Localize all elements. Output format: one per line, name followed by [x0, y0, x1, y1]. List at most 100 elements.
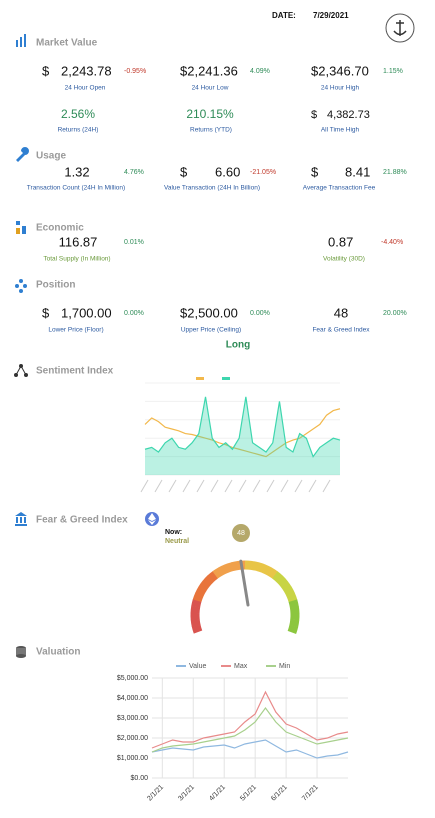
- section-icon: [16, 646, 26, 658]
- x-decor: [182, 479, 191, 493]
- sentiment-chart: [140, 377, 341, 493]
- gauge-arc: [202, 575, 214, 587]
- gauge: 48: [190, 524, 300, 634]
- gauge-arc: [280, 580, 292, 592]
- x-decor: [280, 479, 289, 493]
- x-tick-label: 3/1/21: [177, 784, 196, 803]
- change: 0.00%: [124, 310, 144, 317]
- line: [144, 396, 341, 458]
- label: 24 Hour Low: [192, 85, 229, 92]
- prefix: $: [42, 305, 50, 320]
- gauge-arc: [191, 599, 202, 608]
- section-icon: [16, 147, 29, 162]
- section-title: Usage: [36, 151, 66, 162]
- gauge-arc: [190, 618, 201, 627]
- section-title: Valuation: [36, 647, 80, 658]
- status: Neutral: [165, 538, 189, 545]
- section-icon: [15, 512, 27, 526]
- label: Total Supply (In Million): [43, 256, 110, 263]
- value: 8.41: [345, 164, 370, 179]
- section-title: Economic: [36, 223, 84, 234]
- x-tick-label: 7/1/21: [301, 784, 320, 803]
- prefix: $: [42, 63, 50, 78]
- x-decor: [238, 479, 247, 493]
- gauge-arc: [267, 567, 278, 579]
- gauge-arc: [224, 562, 234, 573]
- gauge-arc: [212, 567, 224, 579]
- change: 4.09%: [250, 68, 270, 75]
- gauge-arc: [231, 560, 240, 571]
- change: 1.15%: [383, 68, 403, 75]
- change: 20.00%: [383, 310, 407, 317]
- label: Returns (24H): [58, 127, 99, 134]
- gauge-arc: [190, 605, 201, 614]
- x-tick-label: 4/1/21: [208, 784, 227, 803]
- x-tick-label: 6/1/21: [270, 784, 289, 803]
- gauge-arc: [289, 619, 300, 628]
- section-title: Fear & Greed Index: [36, 515, 128, 526]
- gauge-arc: [261, 564, 273, 576]
- date-label: DATE:: [272, 11, 296, 20]
- gauge-arc: [286, 592, 298, 603]
- logo: [385, 13, 415, 43]
- x-tick-label: 2/1/21: [146, 784, 165, 803]
- label: Average Transaction Fee: [303, 185, 376, 192]
- prefix: $: [311, 109, 317, 121]
- value: $2,241.36: [180, 63, 238, 78]
- signal: Long: [226, 340, 250, 351]
- legend-label: Min: [279, 663, 290, 670]
- x-decor: [210, 479, 219, 493]
- label: Returns (YTD): [190, 127, 232, 134]
- gauge-badge: [232, 524, 250, 542]
- section-title: Position: [36, 280, 75, 291]
- gauge-value: 48: [237, 530, 245, 537]
- x-decor: [196, 479, 205, 493]
- value: $2,500.00: [180, 305, 238, 320]
- gauge-arc: [256, 562, 266, 573]
- date: 7/29/2021: [313, 11, 349, 20]
- x-tick-label: 5/1/21: [239, 784, 258, 803]
- label: 24 Hour Open: [65, 85, 106, 92]
- label: Upper Price (Ceiling): [181, 327, 241, 334]
- label: Transaction Count (24H In Million): [27, 185, 125, 192]
- y-tick-label: $1,000.00: [117, 755, 148, 762]
- legend-label: Max: [234, 663, 248, 670]
- x-decor: [294, 479, 303, 493]
- value: 0.87: [328, 234, 353, 249]
- value: $2,346.70: [311, 63, 369, 78]
- y-tick-label: $5,000.00: [117, 675, 148, 682]
- label: Fear & Greed Index: [312, 327, 370, 334]
- line: [151, 690, 349, 749]
- value: 1.32: [64, 164, 89, 179]
- eth-icon: [145, 512, 159, 526]
- x-decor: [140, 479, 149, 493]
- value: 210.15%: [186, 107, 234, 121]
- section-icon: [14, 364, 28, 377]
- line: [151, 706, 349, 753]
- legend-swatch: [196, 377, 204, 380]
- gauge-arc: [192, 592, 204, 603]
- gauge-needle: [239, 559, 250, 607]
- legend-swatch: [222, 377, 230, 380]
- label: Value Transaction (24H In Billion): [164, 185, 260, 192]
- line: [144, 408, 341, 458]
- y-tick-label: $0.00: [130, 775, 148, 782]
- now-label: Now:: [165, 529, 182, 536]
- x-decor: [154, 479, 163, 493]
- prefix: $: [180, 164, 188, 179]
- label: Volatility (30D): [323, 256, 365, 263]
- value: 1,700.00: [61, 305, 112, 320]
- gauge-arc: [289, 606, 300, 614]
- valuation-chart: $0.00 $1,000.00 $2,000.00 $3,000.00 $4,000.0…: [117, 663, 349, 803]
- label: Lower Price (Floor): [48, 327, 103, 334]
- gauge-arc: [207, 571, 219, 583]
- y-tick-label: $3,000.00: [117, 715, 148, 722]
- label: 24 Hour High: [321, 85, 360, 92]
- value: 116.87: [59, 234, 98, 249]
- change: -0.95%: [124, 68, 146, 75]
- gauge-arc: [276, 575, 288, 587]
- x-decor: [266, 479, 275, 493]
- value: 2,243.78: [61, 63, 112, 78]
- change: -21.05%: [250, 169, 276, 176]
